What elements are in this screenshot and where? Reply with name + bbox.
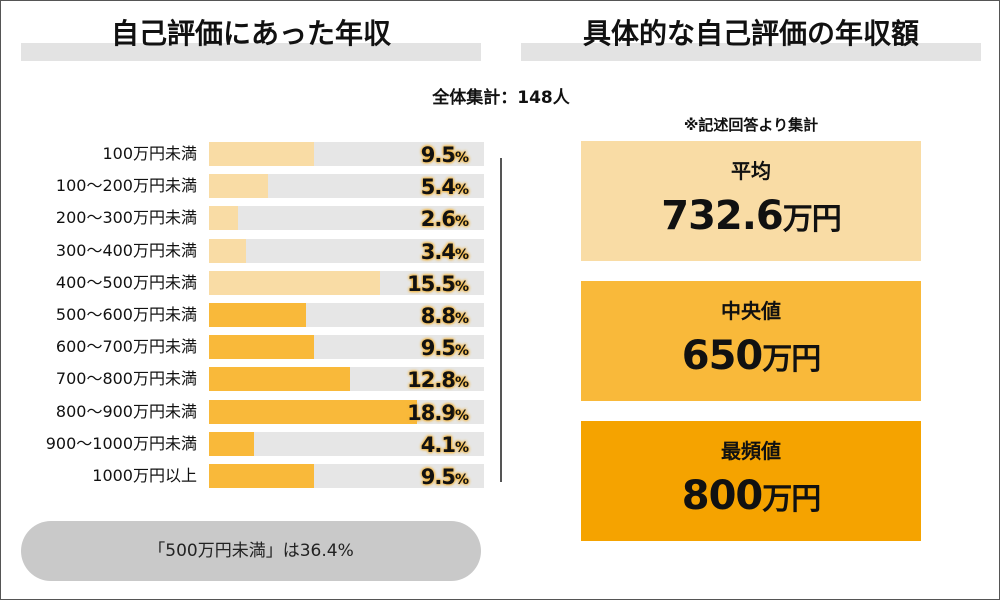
bar-value-label: 5.4% — [420, 174, 469, 199]
stat-number-mode: 800 — [681, 473, 763, 519]
bar-label: 1000万円以上 — [92, 466, 197, 485]
bar-track — [209, 400, 484, 424]
stat-value-mode: 800万円 — [581, 473, 921, 519]
bar-value-number: 18.9 — [407, 401, 456, 425]
bar-value-label: 4.1% — [420, 432, 469, 457]
bar-label: 100万円未満 — [102, 144, 197, 163]
bar-label: 200〜300万円未満 — [55, 208, 197, 227]
bar-track — [209, 271, 484, 295]
total-respondents: 全体集計：148人 — [432, 88, 570, 108]
bar — [209, 271, 380, 295]
bar-value-label: 15.5% — [407, 271, 469, 296]
bar — [209, 303, 306, 327]
bar-value-unit: % — [454, 150, 469, 166]
bar-value-label: 18.9% — [407, 400, 469, 425]
bar — [209, 367, 350, 391]
summary-pill: 「500万円未満」は36.4% — [21, 521, 481, 581]
bar-value-number: 5.4 — [420, 175, 456, 199]
stat-unit-mean: 万円 — [782, 202, 842, 237]
stat-value-median: 650万円 — [581, 333, 921, 379]
bar-track — [209, 335, 484, 359]
stat-box-median: 中央値 650万円 — [581, 281, 921, 401]
stat-label-median: 中央値 — [721, 299, 781, 323]
bar — [209, 464, 314, 488]
right-section-title: 具体的な自己評価の年収額 — [582, 17, 919, 50]
bar-label: 500〜600万円未満 — [55, 305, 197, 324]
bar-value-label: 9.5% — [420, 142, 469, 167]
stat-number-mean: 732.6 — [661, 193, 784, 239]
bar — [209, 239, 247, 263]
bar-label: 800〜900万円未満 — [55, 402, 197, 421]
bar-label: 900〜1000万円未満 — [45, 434, 197, 453]
bar-value-label: 3.4% — [420, 239, 469, 264]
bar-value-unit: % — [454, 279, 469, 295]
bar-value-unit: % — [454, 182, 469, 198]
bar-value-number: 15.5 — [407, 272, 456, 296]
bar — [209, 174, 269, 198]
bar-track — [209, 239, 484, 263]
bar-track — [209, 367, 484, 391]
bar-value-number: 8.8 — [420, 304, 456, 328]
bar-value-unit: % — [454, 214, 469, 230]
chart-divider-line — [500, 158, 502, 482]
note-text: ※記述回答より集計 — [683, 116, 819, 134]
bar-value-number: 12.8 — [407, 368, 456, 392]
stat-number-median: 650 — [681, 333, 763, 379]
stat-unit-median: 万円 — [762, 342, 821, 377]
left-section-title: 自己評価にあった年収 — [110, 17, 391, 50]
bar-label: 300〜400万円未満 — [55, 241, 197, 260]
stat-unit-mode: 万円 — [762, 482, 821, 517]
bar-value-label: 9.5% — [420, 464, 469, 489]
bar-value-label: 9.5% — [420, 335, 469, 360]
stat-label-mode: 最頻値 — [721, 439, 781, 463]
bar-track — [209, 432, 484, 456]
bar-value-label: 8.8% — [420, 303, 469, 328]
bar — [209, 335, 314, 359]
bar-value-unit: % — [454, 343, 469, 359]
bar-value-number: 9.5 — [420, 465, 456, 489]
bar — [209, 206, 238, 230]
bar-value-unit: % — [454, 408, 469, 424]
bar-track — [209, 142, 484, 166]
right-title-band — [521, 43, 981, 61]
bar — [209, 400, 417, 424]
bar-label: 400〜500万円未満 — [55, 273, 197, 292]
bar-value-unit: % — [454, 472, 469, 488]
bar-value-unit: % — [454, 440, 469, 456]
bar-value-number: 9.5 — [420, 336, 456, 360]
bar-value-number: 9.5 — [420, 143, 456, 167]
bar-value-number: 3.4 — [420, 240, 456, 264]
bar-label: 100〜200万円未満 — [55, 176, 197, 195]
bar-value-label: 2.6% — [420, 206, 469, 231]
stat-value-mean: 732.6万円 — [581, 193, 921, 239]
bar-label: 600〜700万円未満 — [55, 337, 197, 356]
left-title-band — [21, 43, 481, 61]
stat-box-mean: 平均 732.6万円 — [581, 141, 921, 261]
bar-value-number: 4.1 — [420, 433, 456, 457]
bar — [209, 142, 314, 166]
stat-box-mode: 最頻値 800万円 — [581, 421, 921, 541]
bar-track — [209, 464, 484, 488]
bar-value-unit: % — [454, 375, 469, 391]
bar-value-label: 12.8% — [407, 367, 469, 392]
bar-track — [209, 206, 484, 230]
bar-value-number: 2.6 — [420, 207, 456, 231]
bar-value-unit: % — [454, 311, 469, 327]
bar-label: 700〜800万円未満 — [55, 369, 197, 388]
stat-label-mean: 平均 — [731, 159, 771, 183]
bar-track — [209, 303, 484, 327]
bar-value-unit: % — [454, 247, 469, 263]
bar-track — [209, 174, 484, 198]
bar — [209, 432, 255, 456]
